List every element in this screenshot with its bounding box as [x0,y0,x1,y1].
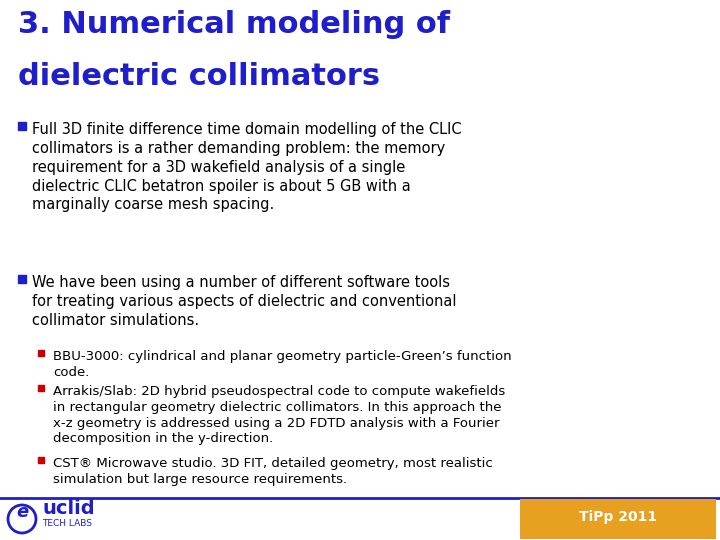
Text: 3. Numerical modeling of: 3. Numerical modeling of [18,10,450,39]
Bar [38,385,44,391]
Text: We have been using a number of different software tools
for treating various asp: We have been using a number of different… [32,275,456,328]
FancyBboxPatch shape [520,499,716,539]
Text: e: e [16,503,28,521]
Text: TECH LABS: TECH LABS [42,519,92,529]
Text: uclid: uclid [42,498,94,517]
Text: TiPp 2011: TiPp 2011 [579,510,657,524]
Bar [38,350,44,356]
Text: Arrakis/Slab: 2D hybrid pseudospectral code to compute wakefields
in rectangular: Arrakis/Slab: 2D hybrid pseudospectral c… [53,385,505,446]
Text: BBU-3000: cylindrical and planar geometry particle-Green’s function
code.: BBU-3000: cylindrical and planar geometr… [53,350,512,379]
Bar [18,122,26,130]
Text: Full 3D finite difference time domain modelling of the CLIC
collimators is a rat: Full 3D finite difference time domain mo… [32,122,462,212]
Bar [18,275,26,283]
Bar [38,457,44,463]
Text: dielectric collimators: dielectric collimators [18,62,380,91]
Text: CST® Microwave studio. 3D FIT, detailed geometry, most realistic
simulation but : CST® Microwave studio. 3D FIT, detailed … [53,457,492,486]
